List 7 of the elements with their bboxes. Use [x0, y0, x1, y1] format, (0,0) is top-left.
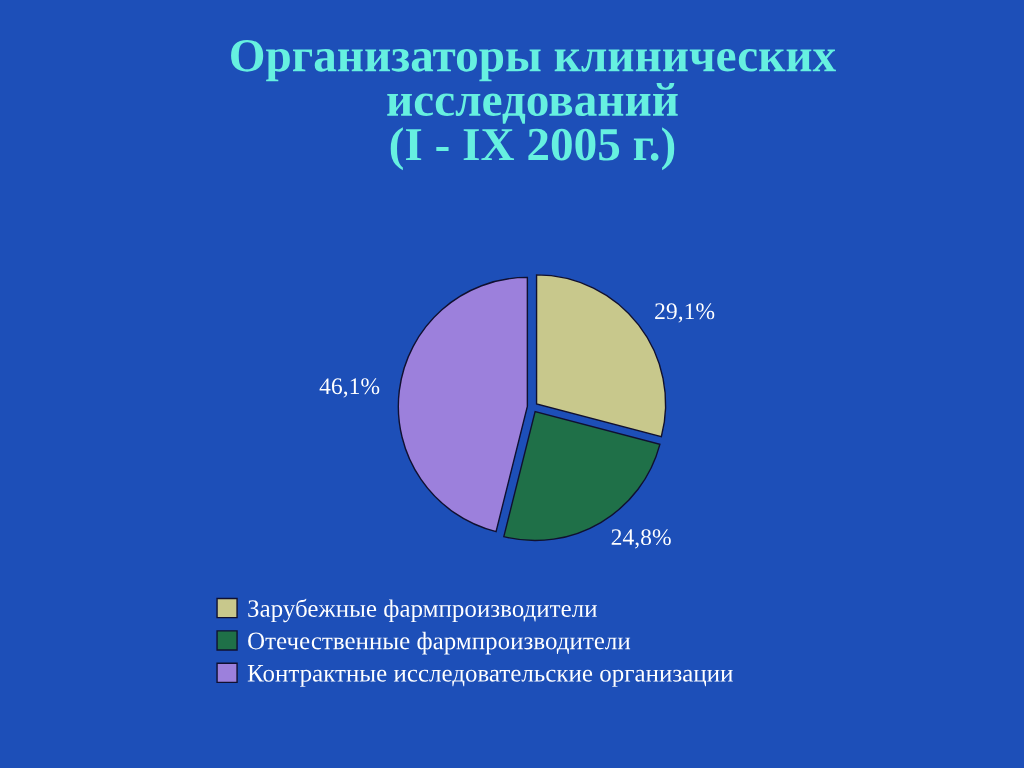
legend-label: Отечественные фармпроизводители: [248, 631, 631, 655]
data-label: 29,1%: [655, 303, 715, 323]
legend-label: Контрактные исследовательские организации: [247, 665, 733, 687]
chart-title: Организаторы клинических исследований (I - IX 2005 г.): [231, 39, 836, 171]
legend-label: Зарубежные фармпроизводители: [248, 598, 597, 623]
data-label: 46,1%: [319, 378, 380, 398]
data-label: 24,8%: [611, 529, 671, 549]
